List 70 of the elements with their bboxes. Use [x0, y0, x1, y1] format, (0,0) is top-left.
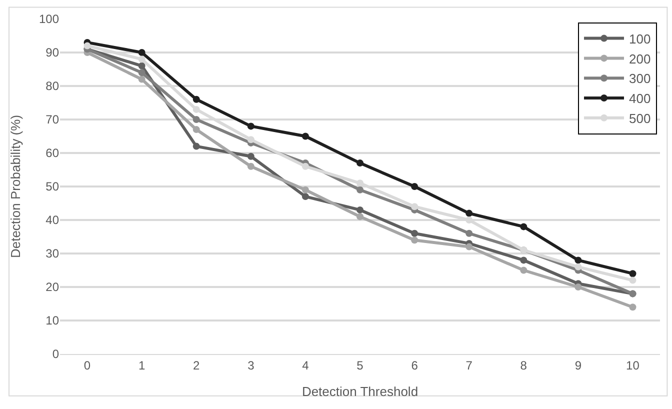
- point: [411, 230, 418, 237]
- point: [247, 162, 254, 170]
- point: [629, 276, 636, 284]
- x-tick-label: 9: [574, 358, 582, 372]
- point: [302, 186, 309, 194]
- y-tick-label: 40: [46, 213, 60, 228]
- legend-label: 300: [629, 71, 651, 86]
- point: [138, 49, 146, 56]
- x-tick-label: 2: [193, 358, 200, 372]
- legend-label: 500: [629, 110, 651, 126]
- point: [356, 160, 364, 167]
- y-axis-title: Detection Probability (%): [8, 114, 23, 258]
- point: [302, 132, 309, 140]
- x-tick-label: 4: [302, 358, 310, 372]
- x-tick-label: 6: [411, 358, 418, 372]
- point: [247, 136, 254, 144]
- point: [629, 270, 636, 278]
- point: [84, 42, 91, 50]
- point: [466, 216, 473, 224]
- point: [466, 243, 473, 250]
- x-tick-label: 8: [520, 358, 528, 372]
- point: [411, 236, 418, 244]
- point: [356, 206, 364, 214]
- point: [192, 116, 200, 123]
- point: [192, 142, 200, 150]
- x-tick-label: 7: [466, 358, 473, 372]
- point: [192, 96, 200, 103]
- point: [138, 62, 146, 70]
- y-tick-label: 0: [52, 347, 60, 362]
- point: [629, 304, 636, 311]
- point: [192, 126, 200, 134]
- point: [356, 213, 364, 220]
- legend-label: 100: [629, 31, 651, 46]
- y-tick-label: 20: [46, 280, 60, 294]
- y-tick-label: 10: [46, 314, 60, 328]
- point: [411, 183, 418, 190]
- legend-label: 200: [629, 51, 651, 66]
- y-tick-label: 60: [46, 146, 60, 160]
- x-tick-label: 5: [356, 358, 364, 372]
- point: [247, 152, 254, 160]
- y-tick-label: 30: [46, 246, 60, 261]
- x-tick-label: 3: [248, 358, 255, 372]
- y-tick-label: 70: [46, 112, 60, 127]
- legend-label: 400: [629, 91, 651, 106]
- point: [466, 230, 473, 237]
- y-tick-label: 50: [46, 180, 60, 194]
- x-tick-label: 10: [626, 358, 640, 372]
- point: [356, 180, 364, 187]
- point: [574, 284, 582, 290]
- point: [302, 162, 309, 170]
- point: [574, 256, 582, 264]
- y-tick-label: 100: [38, 12, 60, 26]
- point: [356, 186, 364, 194]
- point: [192, 106, 200, 113]
- x-tick-label: 1: [138, 358, 146, 372]
- y-tick-label: 80: [46, 79, 60, 94]
- point: [247, 122, 254, 130]
- point: [574, 263, 582, 270]
- x-tick-label: 0: [84, 358, 91, 372]
- point: [520, 256, 528, 264]
- point: [520, 266, 528, 274]
- point: [138, 56, 146, 63]
- y-tick-label: 90: [46, 46, 60, 60]
- point: [520, 223, 528, 230]
- point: [411, 203, 418, 210]
- point: [302, 193, 309, 200]
- point: [138, 69, 146, 76]
- point: [138, 76, 146, 83]
- point: [466, 210, 473, 217]
- x-axis-title: Detection Threshold: [302, 384, 418, 399]
